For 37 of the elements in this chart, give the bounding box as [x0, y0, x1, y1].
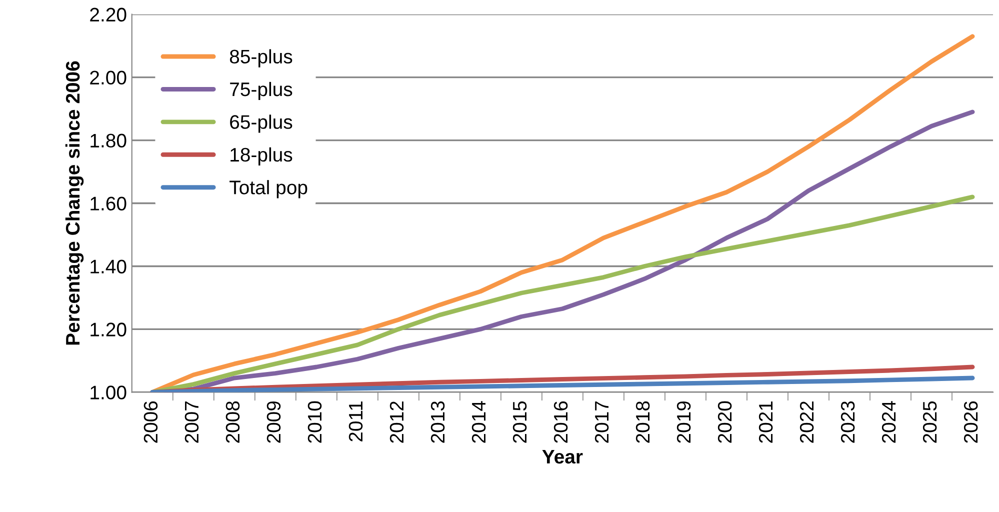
y-tick-label: 2.00: [90, 70, 126, 85]
x-tick-label: 2020: [718, 401, 732, 443]
x-tick-label: 2016: [554, 401, 568, 443]
x-axis-title: Year: [542, 450, 583, 464]
x-tick-label: 2025: [922, 401, 937, 443]
x-tick-label: 2010: [308, 401, 322, 443]
y-axis-title: Percentage Change since 2006: [65, 61, 84, 345]
x-tick-label: 2018: [636, 401, 650, 443]
legend-label: 18-plus: [230, 147, 292, 166]
x-tick-label: 2012: [390, 401, 404, 443]
x-tick-label: 2021: [758, 401, 773, 443]
legend-label: 75-plus: [230, 82, 292, 100]
x-tick-label: 2024: [882, 401, 896, 443]
y-tick-label: 1.00: [90, 386, 126, 400]
line-series: [150, 34, 975, 392]
x-tick-label: 2017: [594, 401, 609, 443]
x-tick-label: 2022: [800, 401, 814, 443]
legend-label: Total pop: [230, 180, 308, 198]
y-tick-label: 1.40: [90, 260, 126, 274]
y-tick-label: 1.20: [90, 322, 126, 336]
line-series: [150, 376, 975, 392]
y-tick-label: 2.20: [90, 8, 126, 22]
x-tick-label: 2006: [144, 401, 158, 443]
x-tick-label: 2009: [266, 401, 281, 443]
legend-label: 65-plus: [230, 114, 292, 133]
x-tick-label: 2026: [964, 401, 978, 443]
y-tick-label: 1.80: [90, 134, 126, 148]
x-tick-label: 2007: [184, 401, 199, 443]
legend-label: 85-plus: [230, 49, 292, 68]
y-tick-label: 1.60: [90, 196, 126, 210]
x-tick-label: 2015: [512, 401, 527, 443]
x-tick-label: 2011: [348, 401, 363, 442]
x-tick-label: 2014: [472, 401, 486, 443]
x-tick-label: 2019: [676, 401, 691, 443]
x-tick-label: 2023: [840, 401, 855, 443]
x-tick-label: 2013: [430, 401, 445, 443]
x-tick-label: 2008: [226, 401, 240, 443]
